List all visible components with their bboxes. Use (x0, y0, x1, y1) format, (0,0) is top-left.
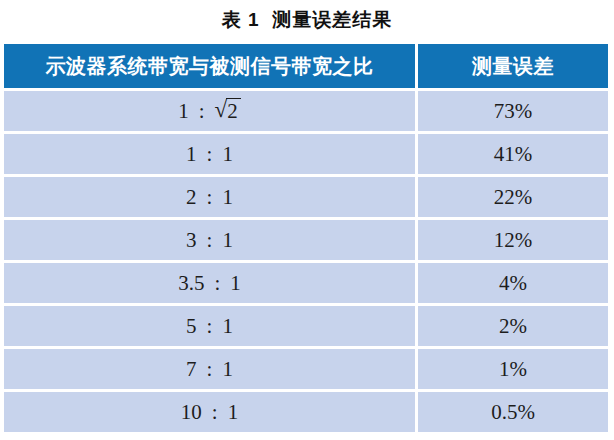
error-value: 73% (494, 99, 533, 124)
table-row: 1 : 1 41% (4, 134, 608, 174)
table-title: 表 1 测量误差结果 (0, 7, 614, 33)
error-cell: 22% (418, 177, 608, 217)
ratio-right: 1 (222, 185, 233, 210)
ratio-cell: 3.5 : 1 (4, 263, 415, 303)
ratio-colon: : (214, 271, 220, 296)
table-row: 3 : 1 12% (4, 220, 608, 260)
ratio-right: 1 (222, 142, 233, 167)
ratio-right: 1 (228, 400, 239, 425)
error-cell: 41% (418, 134, 608, 174)
error-value: 22% (494, 185, 533, 210)
ratio-colon: : (212, 400, 218, 425)
error-cell: 1% (418, 349, 608, 389)
error-cell: 73% (418, 91, 608, 131)
table-row: 10 : 1 0.5% (4, 392, 608, 432)
error-value: 4% (499, 271, 527, 296)
ratio-right: 1 (222, 314, 233, 339)
ratio-cell: 2 : 1 (4, 177, 415, 217)
header-ratio-label: 示波器系统带宽与被测信号带宽之比 (46, 53, 374, 80)
page: 表 1 测量误差结果 示波器系统带宽与被测信号带宽之比 测量误差 1 : √2 … (0, 0, 614, 440)
ratio-left: 7 (186, 357, 197, 382)
ratio-colon: : (207, 142, 213, 167)
error-value: 41% (494, 142, 533, 167)
ratio-left: 1 (186, 142, 197, 167)
error-value: 1% (499, 357, 527, 382)
ratio-colon: : (199, 99, 205, 124)
ratio-left: 1 (178, 99, 189, 124)
ratio-right: 1 (222, 357, 233, 382)
table-row: 7 : 1 1% (4, 349, 608, 389)
error-cell: 12% (418, 220, 608, 260)
ratio-left: 2 (186, 185, 197, 210)
ratio-colon: : (207, 314, 213, 339)
ratio-cell: 1 : 1 (4, 134, 415, 174)
ratio-left: 3 (186, 228, 197, 253)
ratio-cell: 7 : 1 (4, 349, 415, 389)
error-value: 12% (494, 228, 533, 253)
ratio-colon: : (207, 228, 213, 253)
error-cell: 2% (418, 306, 608, 346)
ratio-right: 1 (222, 228, 233, 253)
header-cell-error: 测量误差 (418, 44, 608, 88)
ratio-cell: 5 : 1 (4, 306, 415, 346)
table-header-row: 示波器系统带宽与被测信号带宽之比 测量误差 (4, 44, 608, 88)
header-cell-ratio: 示波器系统带宽与被测信号带宽之比 (4, 44, 415, 88)
sqrt-expression: √2 (215, 98, 241, 123)
header-error-label: 测量误差 (472, 53, 554, 80)
error-cell: 4% (418, 263, 608, 303)
table-row: 5 : 1 2% (4, 306, 608, 346)
error-cell: 0.5% (418, 392, 608, 432)
radicand: 2 (226, 98, 241, 123)
ratio-right: 1 (230, 271, 241, 296)
error-value: 2% (499, 314, 527, 339)
ratio-left: 5 (186, 314, 197, 339)
measurement-error-table: 示波器系统带宽与被测信号带宽之比 测量误差 1 : √2 73% 1 : 1 (4, 44, 608, 435)
table-row: 3.5 : 1 4% (4, 263, 608, 303)
table-row: 1 : √2 73% (4, 91, 608, 131)
ratio-cell: 1 : √2 (4, 91, 415, 131)
ratio-left: 10 (181, 400, 202, 425)
ratio-left: 3.5 (178, 271, 204, 296)
ratio-colon: : (207, 357, 213, 382)
ratio-colon: : (207, 185, 213, 210)
ratio-cell: 10 : 1 (4, 392, 415, 432)
table-row: 2 : 1 22% (4, 177, 608, 217)
ratio-cell: 3 : 1 (4, 220, 415, 260)
error-value: 0.5% (491, 400, 535, 425)
